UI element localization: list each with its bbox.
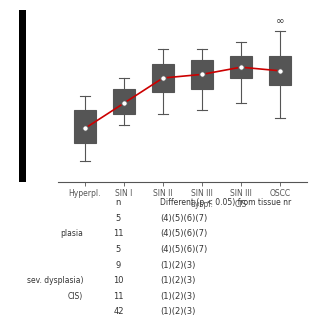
Text: (4)(5)(6)(7): (4)(5)(6)(7) [160,229,207,238]
Text: (1)(2)(3): (1)(2)(3) [160,308,196,316]
Text: 11: 11 [113,229,124,238]
Text: (1)(2)(3): (1)(2)(3) [160,260,196,270]
Text: n: n [116,198,121,207]
PathPatch shape [230,56,252,78]
Text: (4)(5)(6)(7): (4)(5)(6)(7) [160,245,207,254]
PathPatch shape [269,56,291,85]
Text: Different (p < 0.05) from tissue nr: Different (p < 0.05) from tissue nr [160,198,291,207]
Text: 11: 11 [113,292,124,301]
Text: CIS): CIS) [68,292,83,301]
Text: (1)(2)(3): (1)(2)(3) [160,292,196,301]
PathPatch shape [74,110,96,143]
Text: (1)(2)(3): (1)(2)(3) [160,276,196,285]
Text: 5: 5 [116,214,121,223]
PathPatch shape [152,64,174,92]
Text: ∞: ∞ [276,16,284,26]
Text: 10: 10 [113,276,124,285]
Text: 5: 5 [116,245,121,254]
Text: 42: 42 [113,308,124,316]
PathPatch shape [113,89,135,114]
PathPatch shape [191,60,212,89]
Text: sev. dysplasia): sev. dysplasia) [27,276,83,285]
Text: plasia: plasia [60,229,83,238]
Text: (4)(5)(6)(7): (4)(5)(6)(7) [160,214,207,223]
Text: 9: 9 [116,260,121,270]
